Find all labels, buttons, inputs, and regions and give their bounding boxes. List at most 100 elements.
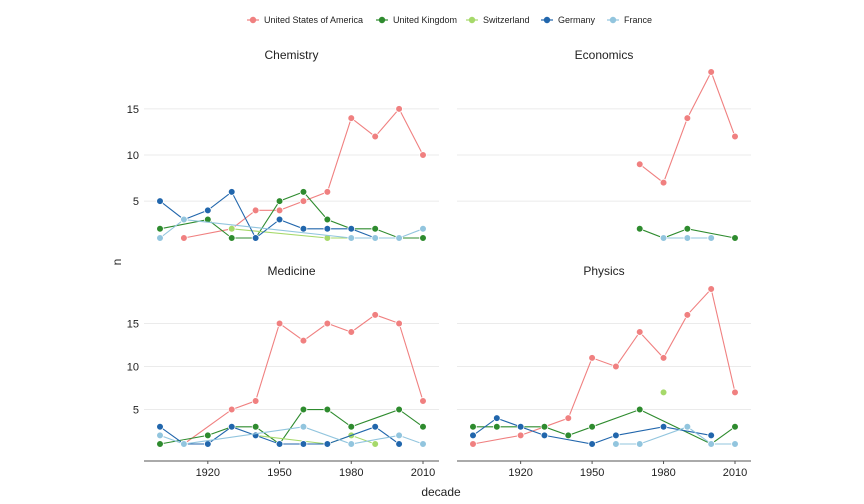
data-point xyxy=(371,440,379,448)
data-point xyxy=(731,132,739,141)
legend-label: United States of America xyxy=(264,15,363,25)
data-point xyxy=(395,319,403,328)
data-point xyxy=(540,431,549,440)
data-point xyxy=(419,151,427,159)
data-point xyxy=(323,224,332,233)
data-point xyxy=(156,197,164,205)
y-tick-label: 5 xyxy=(133,196,139,208)
x-tick-label: 2010 xyxy=(411,467,435,479)
data-point xyxy=(683,224,692,233)
data-point xyxy=(323,215,332,224)
data-point xyxy=(493,422,501,431)
series-line xyxy=(472,417,712,445)
legend-item-united-kingdom: United Kingdom xyxy=(376,15,457,25)
data-point xyxy=(493,414,501,422)
y-tick-label: 15 xyxy=(127,318,139,330)
data-point xyxy=(323,405,332,414)
data-point xyxy=(347,440,356,448)
data-point xyxy=(323,188,332,196)
data-point xyxy=(347,328,356,336)
legend: United States of America United Kingdom Sw… xyxy=(247,15,652,25)
data-point xyxy=(395,440,403,448)
data-point xyxy=(251,234,260,242)
series-france xyxy=(659,234,715,242)
data-point xyxy=(204,431,212,440)
y-tick-label: 5 xyxy=(133,405,139,417)
series-france xyxy=(156,215,427,242)
data-point xyxy=(635,328,644,336)
legend-item-united-states-of-america: United States of America xyxy=(247,15,363,25)
data-point xyxy=(707,440,715,448)
series-france xyxy=(156,422,427,448)
x-tick-label: 1950 xyxy=(580,467,604,479)
series-united-kingdom xyxy=(156,405,427,448)
data-point xyxy=(204,440,212,448)
x-tick-label: 1980 xyxy=(339,467,363,479)
data-point xyxy=(395,431,403,440)
data-point xyxy=(227,234,236,242)
series-line xyxy=(159,426,424,445)
legend-key-point xyxy=(543,16,551,24)
data-point xyxy=(156,234,164,242)
data-point xyxy=(659,178,668,187)
data-point xyxy=(323,440,332,448)
data-point xyxy=(419,422,427,431)
data-point xyxy=(156,422,164,431)
series-line xyxy=(159,408,424,445)
series-switzerland xyxy=(659,388,668,397)
data-point xyxy=(180,234,188,242)
data-point xyxy=(156,431,164,440)
data-point xyxy=(275,440,284,448)
data-point xyxy=(707,68,715,76)
series-line xyxy=(183,314,424,445)
data-point xyxy=(347,234,356,242)
data-point xyxy=(731,422,739,431)
data-point xyxy=(516,431,525,440)
data-point xyxy=(659,422,668,431)
legend-item-switzerland: Switzerland xyxy=(466,15,530,25)
data-point xyxy=(659,234,668,242)
data-point xyxy=(588,440,596,448)
panels: Chemistry 5 10 15 Economics Medicine 5 10 15 1920… xyxy=(127,48,751,479)
legend-key-point xyxy=(249,16,257,24)
data-point xyxy=(275,197,284,205)
legend-label: France xyxy=(624,15,652,25)
panel-title: Economics xyxy=(575,48,634,62)
panel-physics: Physics 1920 1950 1980 2010 xyxy=(457,264,751,479)
y-tick-label: 10 xyxy=(127,150,139,162)
legend-key-point xyxy=(468,16,476,24)
data-point xyxy=(180,215,188,224)
data-point xyxy=(371,224,379,233)
y-axis-title: n xyxy=(110,259,124,266)
series-switzerland xyxy=(251,431,379,448)
legend-label: United Kingdom xyxy=(393,15,457,25)
data-point xyxy=(204,215,212,224)
data-point xyxy=(635,224,644,233)
panel-title: Medicine xyxy=(267,264,315,278)
x-tick-label: 1950 xyxy=(267,467,291,479)
data-point xyxy=(659,388,668,397)
data-point xyxy=(180,440,188,448)
data-point xyxy=(395,234,403,242)
data-point xyxy=(635,440,644,448)
data-point xyxy=(204,206,212,215)
data-point xyxy=(227,422,236,431)
legend-key-point xyxy=(609,16,617,24)
panel-title: Physics xyxy=(583,264,624,278)
data-point xyxy=(707,234,715,242)
series-line xyxy=(639,70,736,184)
data-point xyxy=(323,319,332,328)
legend-label: Germany xyxy=(558,15,596,25)
data-point xyxy=(683,311,692,319)
data-point xyxy=(564,414,573,422)
series-line xyxy=(159,426,400,445)
x-tick-label: 1920 xyxy=(196,467,220,479)
data-point xyxy=(395,405,403,414)
data-point xyxy=(275,206,284,215)
panel-chemistry: Chemistry 5 10 15 xyxy=(127,48,439,242)
data-point xyxy=(731,440,739,448)
series-united-kingdom xyxy=(469,405,739,448)
panel-economics: Economics xyxy=(457,48,751,242)
legend-item-france: France xyxy=(607,15,652,25)
data-point xyxy=(469,431,477,440)
